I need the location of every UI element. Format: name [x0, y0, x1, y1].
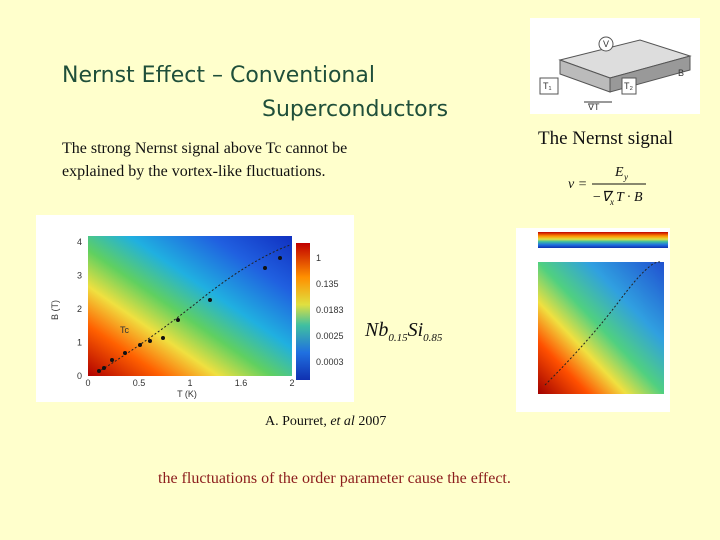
compound-part: Nb: [364, 319, 388, 341]
formula-part: y: [623, 172, 628, 182]
x-tick-label: 0: [85, 378, 90, 388]
title-line: Superconductors: [262, 97, 448, 122]
right-plot: [516, 228, 670, 412]
diagram-label: V: [603, 39, 609, 49]
title-line: Nernst Effect – Conventional: [62, 63, 375, 88]
conclusion: the fluctuations of the order parameter …: [158, 470, 511, 487]
compound-part: Si: [408, 319, 424, 341]
body-line: explained by the vortex-like fluctuation…: [62, 163, 325, 180]
compound-part: 0.85: [423, 332, 443, 344]
compound-part: 0.15: [388, 332, 408, 344]
colorbar-label: 0.0183: [316, 305, 344, 315]
formula: v = E y −∇ x T · B: [568, 165, 646, 207]
diagram-label: T₂: [624, 81, 633, 91]
formula-part: x: [609, 197, 614, 207]
tc-label: Tc: [120, 325, 130, 335]
x-tick-label: 0.5: [133, 378, 146, 388]
citation-part: A. Pourret,: [265, 414, 330, 429]
citation: A. Pourret, et al 2007: [265, 414, 386, 429]
x-tick-label: 1.6: [235, 378, 248, 388]
citation-part: et al: [330, 414, 355, 429]
diagram-label: T₁: [543, 81, 552, 91]
colorbar-label: 0.135: [316, 279, 339, 289]
compound: Nb0.15Si0.85: [364, 319, 443, 344]
citation-part: 2007: [355, 414, 387, 429]
formula-part: T · B: [616, 190, 643, 205]
x-tick-label: 2: [289, 378, 294, 388]
diagram-label: B: [678, 68, 684, 78]
y-tick-label: 4: [77, 237, 82, 247]
y-tick-label: 1: [77, 338, 82, 348]
formula-part: −∇: [592, 190, 613, 205]
diagram-label: ∇T: [587, 102, 600, 112]
y-tick-label: 3: [77, 271, 82, 281]
formula-part: E: [614, 165, 624, 180]
body-line: The strong Nernst signal above Tc cannot…: [62, 140, 347, 157]
x-axis-label: T (K): [177, 389, 197, 399]
y-axis-label: B (T): [50, 300, 60, 320]
x-tick-label: 1: [187, 378, 192, 388]
colorbar-label: 1: [316, 253, 321, 263]
left-plot: B (T) T (K) Tc 0 1 2 3 4 0 0.5 1 1.6 2 1 0.135 0.018…: [36, 215, 354, 402]
y-tick-label: 2: [77, 304, 82, 314]
nernst-label: The Nernst signal: [538, 128, 673, 149]
y-tick-label: 0: [77, 371, 82, 381]
colorbar-label: 0.0025: [316, 331, 344, 341]
colorbar-label: 0.0003: [316, 357, 344, 367]
setup-diagram: V B ∇T T₁ T₂: [530, 18, 700, 114]
formula-part: v =: [568, 177, 587, 192]
